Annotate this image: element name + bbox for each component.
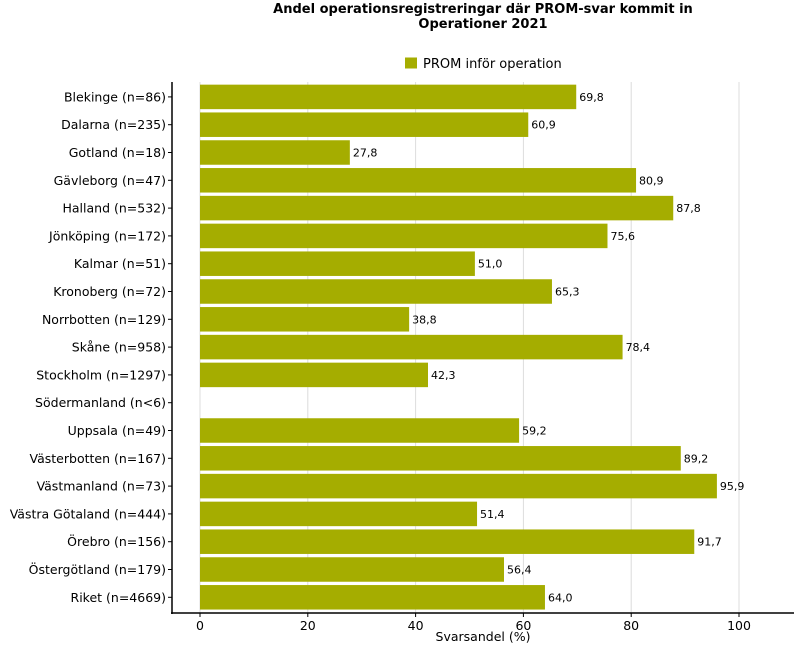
y-tick-label: Gävleborg (n=47) — [54, 173, 166, 188]
axes — [171, 82, 794, 614]
bar-value-label: 69,8 — [579, 91, 604, 104]
bar — [200, 557, 504, 582]
bar — [200, 334, 623, 360]
bar — [200, 501, 478, 527]
y-tick-label: Stockholm (n=1297) — [36, 367, 166, 382]
x-axis-title: Svarsandel (%) — [436, 629, 531, 644]
y-tick-label: Halland (n=532) — [62, 201, 166, 216]
bar-value-label: 51,4 — [480, 508, 505, 521]
bar — [200, 223, 608, 249]
bars: 69,8 60,9 27,8 80,9 87,8 75,6 51,0 65,3 38,8 78,4… — [200, 84, 745, 610]
legend: PROM inför operation — [405, 57, 562, 72]
chart-title-line1: Andel operationsregistreringar där PROM-… — [273, 2, 693, 17]
bar-value-label: 60,9 — [531, 119, 556, 132]
bar-value-label: 95,9 — [720, 480, 745, 493]
bar-value-label: 91,7 — [697, 536, 722, 549]
bar — [200, 251, 475, 276]
legend-swatch — [405, 57, 417, 69]
y-tick-label: Riket (n=4669) — [71, 590, 166, 605]
bar — [200, 418, 520, 443]
bar-value-label: 78,4 — [626, 341, 651, 354]
bar — [200, 112, 529, 137]
bar-value-label: 38,8 — [412, 313, 437, 326]
y-tick-label: Norrbotten (n=129) — [42, 312, 166, 327]
y-tick-label: Kalmar (n=51) — [74, 256, 166, 271]
bar-value-label: 56,4 — [507, 564, 531, 577]
x-tick-label: 40 — [408, 618, 424, 633]
bar — [200, 279, 552, 304]
bar — [200, 473, 717, 499]
bar-value-label: 27,8 — [353, 147, 378, 160]
bar — [200, 529, 695, 554]
legend-label: PROM inför operation — [423, 57, 562, 72]
y-tick-label: Örebro (n=156) — [67, 533, 166, 549]
y-tick-label: Jönköping (n=172) — [48, 228, 166, 243]
y-tick-label: Västerbotten (n=167) — [30, 451, 166, 466]
chart-title-line2: Operationer 2021 — [418, 17, 548, 32]
y-tick-label: Uppsala (n=49) — [68, 423, 166, 438]
chart-title: Andel operationsregistreringar där PROM-… — [172, 2, 794, 32]
y-tick-label: Västra Götaland (n=444) — [10, 506, 166, 521]
bar — [200, 307, 410, 332]
bar-value-label: 51,0 — [478, 258, 503, 271]
x-tick-label: 80 — [623, 618, 639, 633]
bar-value-label: 87,8 — [676, 202, 701, 215]
y-tick-label: Östergötland (n=179) — [29, 561, 166, 577]
x-tick-label: 0 — [196, 618, 204, 633]
bar — [200, 446, 681, 471]
y-tick-label: Blekinge (n=86) — [64, 89, 166, 104]
y-tick-label: Skåne (n=958) — [72, 340, 166, 355]
bar-value-label: 59,2 — [522, 425, 547, 438]
bar — [200, 84, 577, 110]
tick-labels: 0 20 40 60 80 100 Blekinge (n=86) Dalarna (n=23… — [10, 89, 751, 633]
bar-value-label: 89,2 — [684, 452, 709, 465]
y-tick-label: Kronoberg (n=72) — [53, 284, 166, 299]
y-tick-label: Västmanland (n=73) — [37, 479, 166, 494]
bar-value-label: 64,0 — [548, 591, 573, 604]
bar-value-label: 65,3 — [555, 286, 580, 299]
y-tick-label: Dalarna (n=235) — [61, 117, 166, 132]
bar-value-label: 42,3 — [431, 369, 456, 382]
y-tick-label: Gotland (n=18) — [69, 145, 166, 160]
x-tick-label: 20 — [300, 618, 316, 633]
bar — [200, 585, 545, 610]
bar-value-label: 80,9 — [639, 174, 664, 187]
bar-value-label: 75,6 — [610, 230, 635, 243]
bar — [200, 195, 674, 221]
y-tick-label: Södermanland (n<6) — [35, 395, 166, 410]
bar — [200, 140, 350, 165]
x-tick-label: 60 — [515, 618, 531, 633]
bar — [200, 362, 428, 388]
bar — [200, 168, 637, 193]
x-tick-label: 100 — [727, 618, 751, 633]
